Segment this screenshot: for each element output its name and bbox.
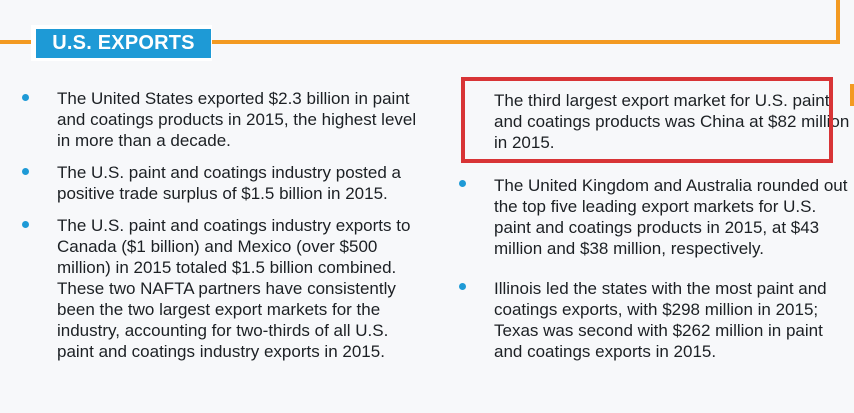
list-item: Illinois led the states with the most pa… <box>459 278 854 362</box>
bullet-icon <box>22 94 29 101</box>
bullet-icon <box>22 168 29 175</box>
left-bullet-list: The United States exported $2.3 billion … <box>22 88 427 373</box>
bullet-text: The United Kingdom and Australia rounded… <box>494 176 848 258</box>
list-item: The United Kingdom and Australia rounded… <box>459 175 854 259</box>
bullet-text: Illinois led the states with the most pa… <box>494 279 827 361</box>
list-item-highlighted: The third largest export market for U.S.… <box>494 90 854 153</box>
bullet-icon <box>459 180 466 187</box>
bullet-icon <box>459 283 466 290</box>
orange-rule <box>0 40 840 44</box>
right-bullet-list: The third largest export market for U.S.… <box>459 90 854 362</box>
bullet-text: The U.S. paint and coatings industry exp… <box>57 216 411 361</box>
list-item: The U.S. paint and coatings industry pos… <box>22 162 427 204</box>
bullet-text: The third largest export market for U.S.… <box>494 91 850 152</box>
list-item: The U.S. paint and coatings industry exp… <box>22 215 427 362</box>
orange-rule-vertical-lower <box>850 84 854 106</box>
bullet-icon <box>22 221 29 228</box>
highlight-box <box>461 77 833 163</box>
bullet-text: The United States exported $2.3 billion … <box>57 89 417 150</box>
section-header: U.S. EXPORTS <box>36 29 211 58</box>
bullet-text: The U.S. paint and coatings industry pos… <box>57 163 401 203</box>
orange-rule-vertical <box>836 0 840 44</box>
list-item: The United States exported $2.3 billion … <box>22 88 427 151</box>
